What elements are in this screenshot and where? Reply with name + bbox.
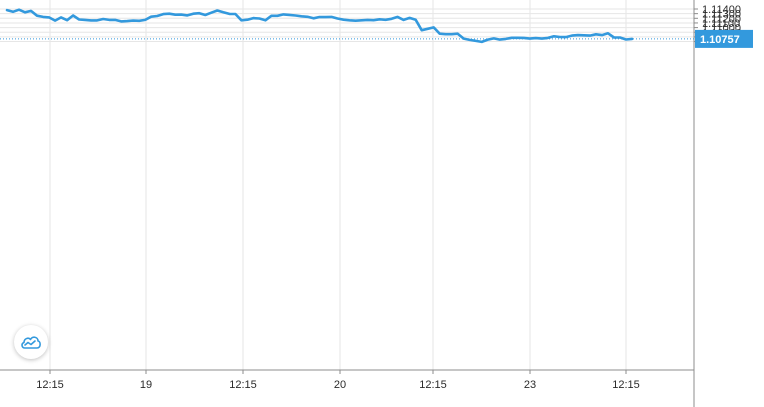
y-tick-label: 1.11100 <box>702 18 740 30</box>
axes <box>0 0 695 407</box>
last-value-label: 1.10757 <box>700 34 740 46</box>
x-tick-label: 12:15 <box>229 379 257 391</box>
tradingview-cloud-icon <box>21 336 41 349</box>
y-tick-label: 1.11200 <box>702 13 741 25</box>
last-value-badge <box>695 29 753 48</box>
tradingview-logo[interactable] <box>14 325 48 359</box>
x-tick-label: 12:15 <box>36 379 64 391</box>
x-tick-label: 23 <box>524 379 536 391</box>
y-tick-label: 1.11300 <box>702 9 741 21</box>
price-series-line <box>5 8 634 44</box>
x-tick-label: 19 <box>140 379 152 391</box>
x-tick-label: 12:15 <box>612 379 640 391</box>
x-tick-label: 20 <box>334 379 346 391</box>
grid <box>0 0 694 370</box>
y-tick-label: 1.11400 <box>702 4 741 16</box>
x-tick-label: 12:15 <box>419 379 447 391</box>
y-tick-label: 1.11000 <box>702 23 741 35</box>
series-layer <box>5 8 634 44</box>
x-axis-ticks: 12:15 19 12:15 20 12:15 23 12:15 <box>36 370 640 391</box>
last-value-marker: 1.10757 <box>695 29 753 48</box>
